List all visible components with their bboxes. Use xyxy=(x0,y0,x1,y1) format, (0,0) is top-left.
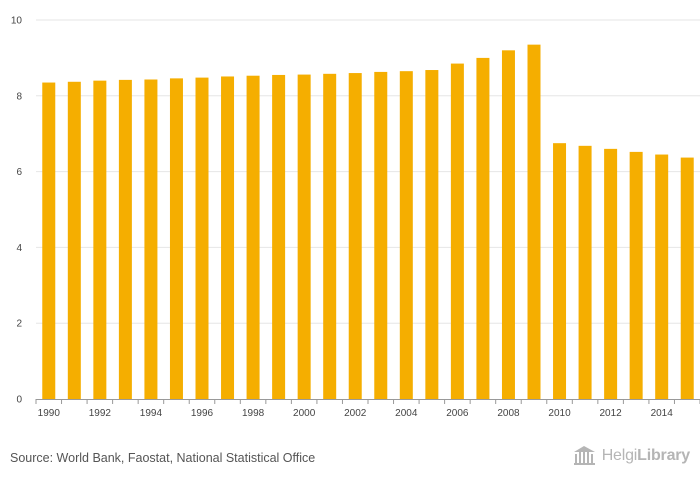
bar-1995 xyxy=(169,78,183,400)
y-tick-label: 8 xyxy=(16,91,22,102)
bar-1991 xyxy=(67,81,81,399)
bar-1990 xyxy=(42,82,56,399)
x-tick-label: 2002 xyxy=(344,408,367,419)
x-axis-tick-labels: 1990 1992 1994 1996 1998 2000 2002 2004 2006 2008… xyxy=(38,408,674,419)
bar-2008 xyxy=(501,50,515,399)
y-tick-label: 6 xyxy=(16,167,22,178)
bar-2010 xyxy=(553,143,567,399)
bar-1999 xyxy=(272,74,286,399)
x-tick-label: 2010 xyxy=(548,408,571,419)
logo-text-light: Helgi xyxy=(601,447,638,464)
x-tick-label: 1998 xyxy=(242,408,265,419)
y-tick-label: 2 xyxy=(16,319,22,330)
x-tick-label: 2012 xyxy=(599,408,622,419)
bar-1993 xyxy=(118,79,132,399)
x-tick-label: 2006 xyxy=(446,408,469,419)
bar-2001 xyxy=(323,73,337,399)
bar-1992 xyxy=(93,80,107,399)
gridlines xyxy=(36,19,700,324)
bar-2003 xyxy=(374,71,388,400)
x-tick-label: 2008 xyxy=(497,408,520,419)
x-tick-label: 1990 xyxy=(38,408,61,419)
x-tick-label: 2000 xyxy=(293,408,316,419)
y-axis-tick-labels: 0 2 4 6 8 10 xyxy=(11,16,23,406)
bar-2002 xyxy=(348,73,362,399)
bar-2012 xyxy=(604,148,618,399)
bar-2014 xyxy=(655,154,669,399)
bar-2007 xyxy=(476,57,490,400)
bar-2006 xyxy=(450,63,464,399)
bar-2011 xyxy=(578,145,592,399)
source-note: Source: World Bank, Faostat, National St… xyxy=(10,451,316,465)
x-axis xyxy=(35,399,700,404)
bar-1998 xyxy=(246,75,260,400)
y-tick-label: 4 xyxy=(16,243,22,254)
bar-2013 xyxy=(629,151,643,399)
helgi-library-logo: HelgiLibrary xyxy=(573,446,691,466)
bar-1994 xyxy=(144,79,158,399)
logo-text: HelgiLibrary xyxy=(601,447,691,465)
bar-2004 xyxy=(399,71,413,400)
x-tick-label: 1992 xyxy=(89,408,112,419)
building-icon xyxy=(573,446,595,465)
bar-2009 xyxy=(527,44,541,399)
bar-2000 xyxy=(297,74,311,399)
bar-2015 xyxy=(680,157,694,399)
bars xyxy=(42,44,694,400)
logo-text-bold: Library xyxy=(637,447,690,464)
bar-2005 xyxy=(425,70,439,399)
x-tick-label: 1996 xyxy=(191,408,214,419)
bar-1996 xyxy=(195,77,209,400)
y-tick-label: 10 xyxy=(11,16,23,27)
x-tick-label: 2004 xyxy=(395,408,418,419)
bar-1997 xyxy=(221,76,235,399)
y-tick-label: 0 xyxy=(16,395,22,406)
chart-footer: Source: World Bank, Faostat, National St… xyxy=(0,438,700,483)
x-tick-label: 2014 xyxy=(651,408,674,419)
x-tick-label: 1994 xyxy=(140,408,163,419)
bar-chart: 0 2 4 6 8 10 1990 1992 1994 1996 1998 2000 2002 2004… xyxy=(11,16,700,419)
